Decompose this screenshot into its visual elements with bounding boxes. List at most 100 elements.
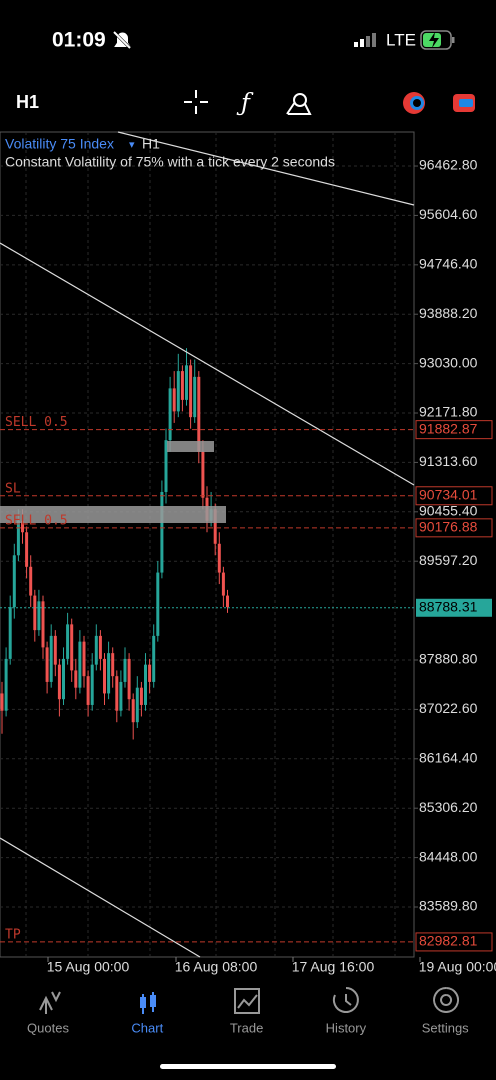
- candle-body: [213, 509, 217, 544]
- symbol-dropdown[interactable]: ▾: [129, 139, 135, 151]
- tab-label: Trade: [230, 1020, 263, 1035]
- mute-icon: [112, 30, 132, 50]
- candle-body: [4, 658, 8, 711]
- candle-body: [111, 653, 115, 677]
- candle-body: [86, 676, 90, 705]
- tab-label: Chart: [131, 1020, 163, 1035]
- y-tick-label: 90455.40: [419, 503, 478, 519]
- y-tick-label: 86164.40: [419, 750, 478, 766]
- candle-body: [37, 601, 41, 631]
- candle-body: [12, 555, 16, 608]
- network: LTE: [386, 30, 416, 49]
- tab[interactable]: Quotes: [27, 991, 69, 1035]
- candle-body: [25, 532, 29, 567]
- candle-body: [226, 595, 229, 608]
- x-tick-label: 19 Aug 00:00: [419, 959, 496, 975]
- candle-body: [135, 687, 139, 723]
- y-tick-label: 96462.80: [419, 157, 478, 173]
- y-tick-label: 94746.40: [419, 256, 478, 272]
- level-price-box: [415, 420, 493, 440]
- candle-body: [160, 491, 164, 573]
- chart-timeframe: H1: [142, 136, 160, 152]
- tab[interactable]: Trade: [230, 988, 263, 1035]
- candle-body: [90, 664, 94, 705]
- y-tick-label: 87880.80: [419, 651, 478, 667]
- candle-body: [103, 658, 106, 694]
- candle-body: [189, 365, 193, 418]
- axes: 96462.80 95604.60 94746.40 93888.20 93030.00…: [47, 157, 496, 975]
- tab[interactable]: Settings: [422, 987, 469, 1035]
- candle-body: [107, 653, 111, 694]
- x-tick-label: 15 Aug 00:00: [47, 959, 130, 975]
- candle-body: [8, 607, 12, 659]
- level-price-box: [415, 518, 493, 538]
- level-price: 90176.88: [419, 519, 478, 535]
- tab[interactable]: Chart: [131, 992, 164, 1035]
- level-price: 90734.01: [419, 486, 478, 502]
- candle-body: [152, 635, 156, 682]
- candle-body: [45, 647, 49, 682]
- tab-icon: [433, 987, 460, 1013]
- trade-box: [0, 506, 226, 523]
- y-tick-label: 91313.60: [419, 453, 478, 469]
- crosshair-button[interactable]: [184, 90, 208, 114]
- symbol-description: Constant Volatility of 75% with a tick e…: [5, 154, 335, 170]
- level-price: 82982.81: [419, 933, 478, 949]
- candle-body: [172, 388, 176, 412]
- y-tick-label: 93030.00: [419, 354, 478, 370]
- candle-body: [33, 595, 37, 631]
- tab-icon: [234, 988, 260, 1014]
- candle-body: [127, 658, 131, 700]
- candle-body: [185, 365, 188, 400]
- y-tick-label: 87022.60: [419, 700, 478, 716]
- trade-button[interactable]: [403, 92, 425, 114]
- level-price-box: [415, 486, 493, 506]
- signal-icon: [354, 33, 376, 47]
- y-tick-label: 92171.80: [419, 404, 478, 420]
- candle-body: [156, 572, 160, 636]
- trade-box: [167, 441, 214, 452]
- candle-body: [29, 566, 33, 596]
- candle-body: [193, 376, 197, 418]
- candle-body: [53, 635, 57, 665]
- battery-icon: [420, 30, 455, 50]
- level-price: 91882.87: [419, 420, 478, 436]
- symbol[interactable]: Volatility 75 Index: [5, 136, 114, 152]
- tab[interactable]: History: [326, 987, 367, 1035]
- candle-body: [94, 635, 98, 665]
- grid: [0, 132, 414, 957]
- tab-label: Quotes: [27, 1020, 69, 1035]
- y-tick-label: 93888.20: [419, 305, 478, 321]
- candle-body: [82, 641, 86, 677]
- tab-label: Settings: [422, 1020, 469, 1035]
- candle-body: [180, 371, 184, 400]
- candle-body: [201, 451, 205, 498]
- level-price-box: [415, 932, 493, 952]
- candle-body: [98, 635, 102, 659]
- candle-body: [49, 635, 53, 682]
- tab-icon: [332, 987, 359, 1013]
- tab-icon: [39, 991, 61, 1014]
- candle-body: [197, 376, 201, 452]
- timeframe-button[interactable]: H1: [16, 92, 39, 112]
- tab-icon-body: [150, 995, 156, 1007]
- candle-body: [221, 572, 225, 596]
- candle-body: [70, 624, 74, 671]
- clock: 01:09: [52, 29, 106, 52]
- candle-body: [119, 681, 123, 711]
- candle-body: [131, 699, 135, 723]
- y-tick-label: 84448.00: [419, 848, 478, 864]
- candle-body: [144, 664, 147, 705]
- objects-button[interactable]: [286, 93, 312, 115]
- candle-body: [115, 676, 119, 711]
- account-button[interactable]: [453, 94, 475, 112]
- y-tick-label: 83589.80: [419, 898, 478, 914]
- candle-body: [164, 440, 168, 492]
- candle-body: [57, 664, 61, 700]
- chart-frame: [0, 131, 415, 958]
- home-indicator: [160, 1064, 336, 1069]
- candle-body: [168, 388, 172, 441]
- indicators-button[interactable]: ƒ: [236, 89, 254, 117]
- candle-body: [217, 543, 221, 573]
